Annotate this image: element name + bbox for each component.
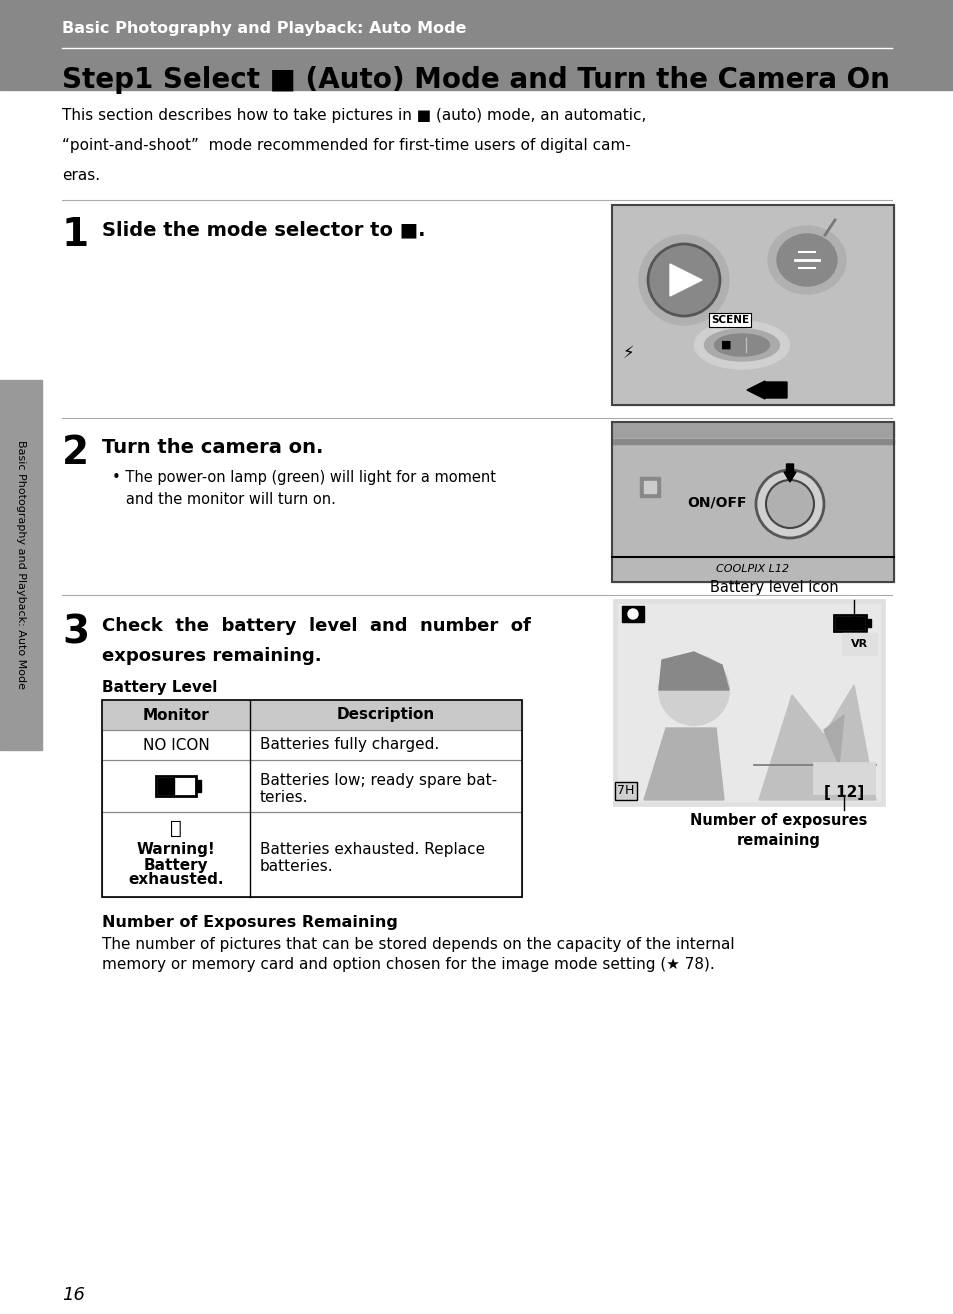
Text: SCENE: SCENE <box>710 315 748 325</box>
Bar <box>833 615 865 631</box>
Bar <box>865 619 870 627</box>
Text: Turn the camera on.: Turn the camera on. <box>102 438 323 457</box>
Circle shape <box>755 470 823 537</box>
Text: This section describes how to take pictures in ■ (auto) mode, an automatic,: This section describes how to take pictu… <box>62 108 646 124</box>
Bar <box>102 759 521 812</box>
Text: VR: VR <box>850 639 867 649</box>
Text: Check  the  battery  level  and  number  of: Check the battery level and number of <box>102 618 530 635</box>
Text: 7H: 7H <box>617 784 634 798</box>
Text: Description: Description <box>336 707 435 723</box>
Bar <box>612 422 893 582</box>
Bar <box>813 763 873 794</box>
Ellipse shape <box>776 234 836 286</box>
Polygon shape <box>669 264 701 296</box>
Text: COOLPIX L12: COOLPIX L12 <box>716 564 789 574</box>
Text: NO ICON: NO ICON <box>143 737 209 753</box>
Text: ⓘ: ⓘ <box>170 819 182 837</box>
Text: exhausted.: exhausted. <box>128 872 224 887</box>
Bar <box>0 0 953 89</box>
Text: eras.: eras. <box>62 168 100 183</box>
Text: Battery level icon: Battery level icon <box>709 579 838 595</box>
Text: Slide the mode selector to ■.: Slide the mode selector to ■. <box>102 219 425 239</box>
Bar <box>841 633 876 654</box>
FancyArrow shape <box>746 381 786 399</box>
Bar <box>102 700 521 897</box>
Text: 1: 1 <box>62 215 89 254</box>
Polygon shape <box>759 685 875 800</box>
Text: ON/OFF: ON/OFF <box>686 495 746 509</box>
Bar <box>612 205 893 405</box>
Bar <box>835 618 863 629</box>
Bar <box>102 700 521 731</box>
Bar <box>621 606 643 622</box>
Bar <box>612 422 893 582</box>
Circle shape <box>765 480 813 528</box>
Text: Number of Exposures Remaining: Number of Exposures Remaining <box>102 915 397 930</box>
Text: 16: 16 <box>62 1286 85 1303</box>
Text: Batteries low; ready spare bat-: Batteries low; ready spare bat- <box>260 773 497 787</box>
Ellipse shape <box>714 334 769 356</box>
Text: exposures remaining.: exposures remaining. <box>102 646 321 665</box>
Ellipse shape <box>639 235 728 325</box>
Text: “point-and-shoot”  mode recommended for first-time users of digital cam-: “point-and-shoot” mode recommended for f… <box>62 138 630 152</box>
Text: Monitor: Monitor <box>143 707 209 723</box>
Text: 3: 3 <box>62 614 89 650</box>
Bar <box>614 600 883 805</box>
Text: ⚡: ⚡ <box>621 344 633 361</box>
Text: Basic Photography and Playback: Auto Mode: Basic Photography and Playback: Auto Mod… <box>16 440 26 690</box>
Text: batteries.: batteries. <box>260 859 334 874</box>
Text: The number of pictures that can be stored depends on the capacity of the interna: The number of pictures that can be store… <box>102 937 734 953</box>
Bar <box>156 777 195 796</box>
Text: • The power-on lamp (green) will light for a moment
   and the monitor will turn: • The power-on lamp (green) will light f… <box>112 470 496 507</box>
Text: teries.: teries. <box>260 791 308 805</box>
Ellipse shape <box>694 321 789 369</box>
Bar <box>0 380 42 750</box>
Polygon shape <box>643 728 723 800</box>
Circle shape <box>659 654 728 725</box>
Circle shape <box>627 608 638 619</box>
Text: 2: 2 <box>62 434 89 472</box>
Polygon shape <box>659 652 728 690</box>
Bar <box>618 604 879 802</box>
Text: Basic Photography and Playback: Auto Mode: Basic Photography and Playback: Auto Mod… <box>62 21 466 35</box>
Text: Batteries fully charged.: Batteries fully charged. <box>260 737 438 753</box>
Ellipse shape <box>703 328 779 361</box>
Bar <box>158 778 173 794</box>
Bar <box>612 422 893 438</box>
Text: Step1 Select ■ (Auto) Mode and Turn the Camera On: Step1 Select ■ (Auto) Mode and Turn the … <box>62 66 889 95</box>
Text: Battery: Battery <box>144 858 208 872</box>
Text: [ 12]: [ 12] <box>823 786 863 800</box>
Text: Batteries exhausted. Replace: Batteries exhausted. Replace <box>260 842 485 857</box>
Text: Warning!: Warning! <box>136 842 215 857</box>
Bar <box>639 477 659 497</box>
Bar <box>102 812 521 897</box>
Polygon shape <box>823 715 843 765</box>
Bar <box>612 439 893 444</box>
Bar <box>612 205 893 405</box>
Text: ■: ■ <box>720 340 731 350</box>
Ellipse shape <box>647 244 720 315</box>
FancyArrow shape <box>783 464 795 482</box>
Text: memory or memory card and option chosen for the image mode setting (★ 78).: memory or memory card and option chosen … <box>102 957 714 972</box>
Ellipse shape <box>767 226 845 294</box>
Text: Number of exposures
remaining: Number of exposures remaining <box>690 813 867 848</box>
Bar <box>643 481 656 493</box>
Text: Battery Level: Battery Level <box>102 681 217 695</box>
Bar <box>195 781 201 792</box>
Bar <box>102 731 521 759</box>
